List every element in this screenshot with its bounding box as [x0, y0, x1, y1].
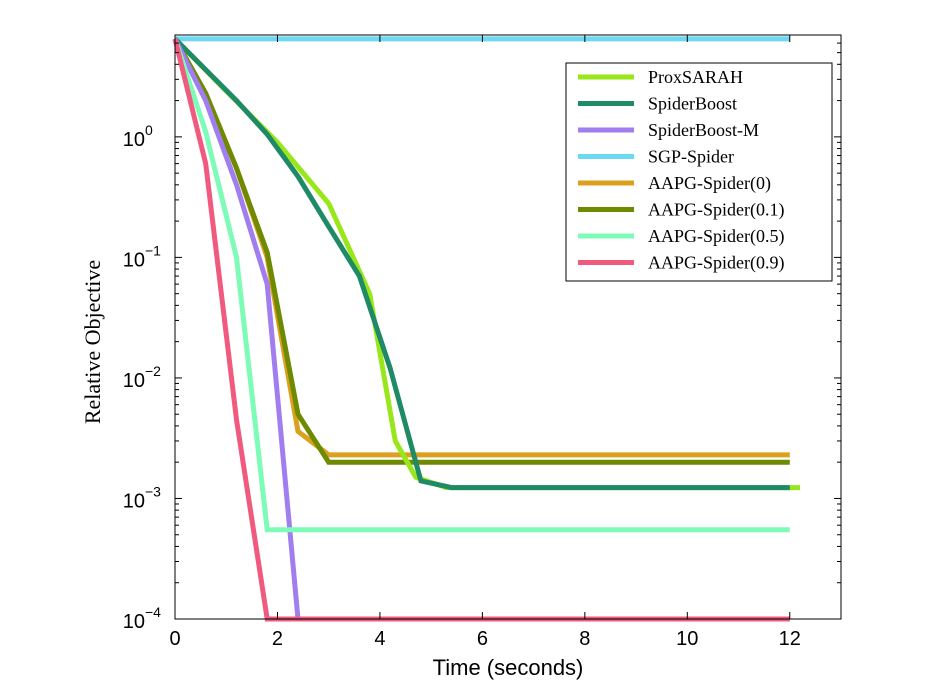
legend-label: AAPG-Spider(0.9): [648, 253, 785, 274]
x-axis-ticks: 0 2 4 6 8 10 12: [169, 35, 801, 650]
x-tick-label: 2: [272, 628, 283, 650]
series-line-aapg-spider-0-1: [172, 37, 790, 465]
x-tick-label: 6: [477, 628, 488, 650]
series-layer: [172, 36, 800, 622]
x-tick-label: 10: [676, 628, 698, 650]
y-tick-label: 10: [123, 370, 145, 392]
y-tick-label: 10: [123, 490, 145, 512]
legend: ProxSARAH SpiderBoost SpiderBoost-M SGP-Spi…: [565, 62, 833, 282]
legend-box: [565, 62, 833, 282]
legend-label: AAPG-Spider(0.5): [648, 226, 785, 247]
y-tick-exponent: −4: [145, 604, 161, 620]
y-axis-label: Relative Objective: [80, 260, 105, 424]
legend-label: SpiderBoost-M: [648, 120, 759, 140]
y-tick-exponent: −1: [145, 242, 161, 258]
series-line-spiderboost: [173, 37, 790, 491]
y-tick-exponent: −2: [145, 363, 161, 379]
legend-label: SGP-Spider: [648, 147, 734, 167]
y-tick-exponent: 0: [145, 122, 153, 138]
y-tick-exponent: −3: [145, 483, 161, 499]
y-tick-label: 10: [123, 249, 145, 271]
legend-label: AAPG-Spider(0): [648, 173, 771, 194]
x-tick-label: 4: [374, 628, 385, 650]
y-tick-label: 10: [123, 129, 145, 151]
x-axis-label: Time (seconds): [433, 655, 584, 680]
y-tick-label: 10: [123, 611, 145, 633]
x-tick-label: 8: [579, 628, 590, 650]
plot-frame: [174, 34, 842, 620]
series-line-aapg-spider-0-5: [172, 38, 790, 533]
legend-label: ProxSARAH: [648, 67, 743, 87]
x-tick-label: 12: [779, 628, 801, 650]
legend-label: SpiderBoost: [648, 94, 737, 114]
x-tick-label: 0: [169, 628, 180, 650]
legend-label: AAPG-Spider(0.1): [648, 200, 785, 221]
